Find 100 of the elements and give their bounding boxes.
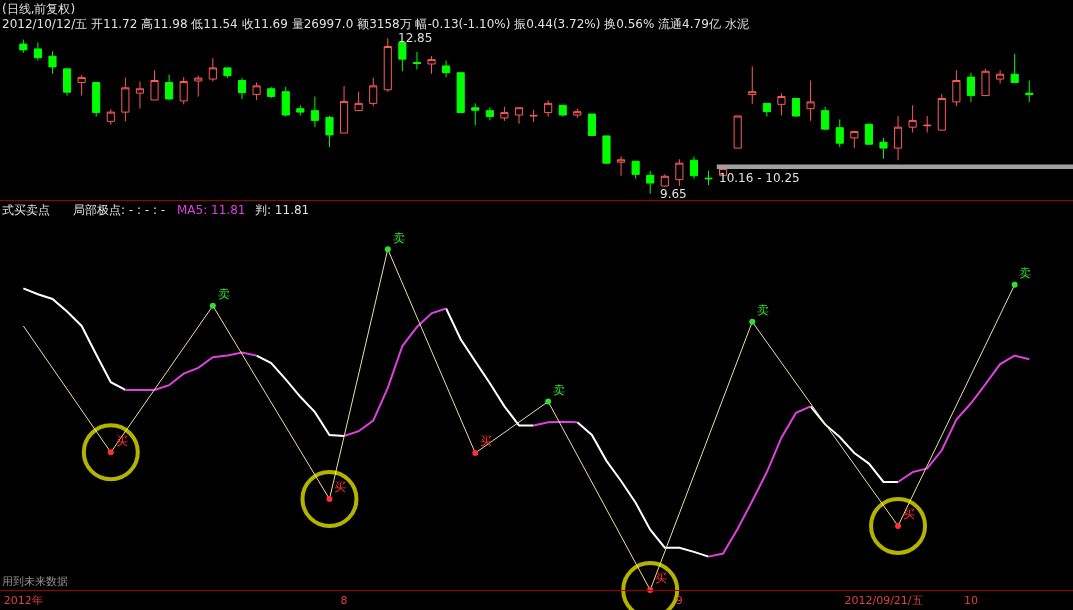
candlestick: [121, 77, 130, 122]
candlestick: [573, 108, 582, 119]
point: [107, 449, 114, 456]
point: [1011, 281, 1018, 288]
series-label: 买: [654, 571, 667, 586]
x-tick-label: 10: [963, 594, 978, 608]
candlestick: [704, 170, 713, 186]
candlestick: [646, 170, 655, 195]
candlestick: [237, 77, 247, 100]
candlestick: [908, 104, 917, 134]
candlestick: [442, 60, 451, 78]
text: 卖: [217, 287, 230, 302]
text: 买: [902, 507, 915, 522]
candlestick: [485, 106, 494, 121]
candlestick: [996, 69, 1005, 84]
candlestick: [456, 72, 465, 114]
candlestick: [92, 81, 101, 117]
candlestick: [689, 156, 699, 180]
chart-subtitle: 2012/10/12/五 开11.72 高11.98 低11.54 收11.69 量26997.0 额3158万 幅-0.13(-1.10%) 振0.44(3.72%) 换0.56% 流通4.79亿 水泥: [2, 17, 749, 31]
candlestick: [398, 42, 407, 72]
candlestick: [762, 102, 771, 117]
candlestick: [223, 67, 232, 79]
series-label: 卖: [392, 230, 405, 245]
candlestick: [675, 158, 684, 187]
text: MA5: 11.81: [177, 203, 246, 217]
candlestick: [791, 98, 801, 117]
candlestick: [558, 104, 567, 117]
x-tick-label: 9: [675, 594, 683, 608]
candlestick: [529, 109, 538, 123]
candlestick: [879, 137, 888, 160]
x-tick-label: 8: [340, 594, 348, 608]
candlestick: [179, 76, 188, 105]
candlestick: [33, 42, 42, 62]
band-label: 10.16 - 10.25: [719, 171, 800, 185]
candlestick: [544, 99, 553, 117]
candlestick: [937, 93, 946, 131]
x-tick-label: 2012年: [3, 594, 43, 608]
candlestick: [77, 74, 86, 97]
candlestick: [194, 75, 203, 98]
annotation: 9.65: [660, 187, 687, 201]
candlestick: [631, 160, 640, 180]
point: [209, 302, 216, 309]
candlestick: [48, 50, 57, 75]
candlestick: [339, 85, 349, 134]
candlestick: [602, 135, 611, 165]
text: 卖: [552, 382, 565, 397]
candlestick: [471, 102, 480, 126]
text: 卖: [1019, 265, 1032, 280]
text: 买: [334, 480, 347, 495]
candlestick: [748, 65, 757, 105]
candlestick: [383, 37, 392, 93]
candlestick: [369, 77, 378, 107]
candlestick: [500, 106, 509, 122]
text: 买: [115, 433, 128, 448]
annotation: 12.85: [398, 31, 433, 45]
candlestick: [835, 118, 844, 148]
candlestick: [412, 51, 422, 70]
candlestick: [660, 173, 669, 187]
candlestick: [864, 123, 873, 146]
point: [895, 522, 902, 529]
chart-title: 式买卖点: [2, 203, 50, 217]
candlestick: [893, 115, 903, 161]
point: [749, 318, 756, 325]
text: 判: 11.81: [255, 203, 310, 217]
candlestick: [821, 106, 830, 131]
candlestick: [135, 80, 145, 110]
candlestick: [806, 80, 815, 122]
candlestick: [514, 107, 524, 125]
candlestick: [952, 69, 961, 107]
point: [326, 496, 333, 503]
point: [545, 398, 552, 405]
candlestick: [325, 115, 334, 148]
candlestick: [850, 130, 859, 149]
candlestick: [354, 91, 363, 112]
candlestick: [777, 92, 786, 117]
candlestick: [150, 69, 159, 101]
text: 卖: [757, 303, 770, 318]
candlestick: [923, 115, 932, 134]
candlestick: [296, 104, 305, 117]
point: [472, 450, 479, 457]
text: 局部极点: - : - : -: [73, 203, 166, 217]
candlestick: [267, 86, 276, 99]
text: 买: [480, 434, 493, 449]
candlestick: [208, 57, 217, 82]
candlestick: [427, 55, 436, 75]
candlestick: [733, 115, 742, 149]
candlestick: [106, 108, 115, 126]
candlestick: [966, 72, 976, 103]
candlestick: [310, 96, 319, 128]
candlestick: [62, 68, 72, 97]
chart-title: (日线,前复权): [2, 2, 76, 16]
candlestick: [981, 68, 990, 97]
candlestick: [616, 155, 626, 177]
candlestick: [19, 39, 28, 54]
candlestick: [281, 86, 290, 117]
point: [384, 246, 391, 253]
candlestick: [1025, 80, 1034, 103]
candlestick: [1010, 53, 1019, 83]
candlestick: [587, 113, 596, 137]
candlestick: [165, 74, 174, 101]
